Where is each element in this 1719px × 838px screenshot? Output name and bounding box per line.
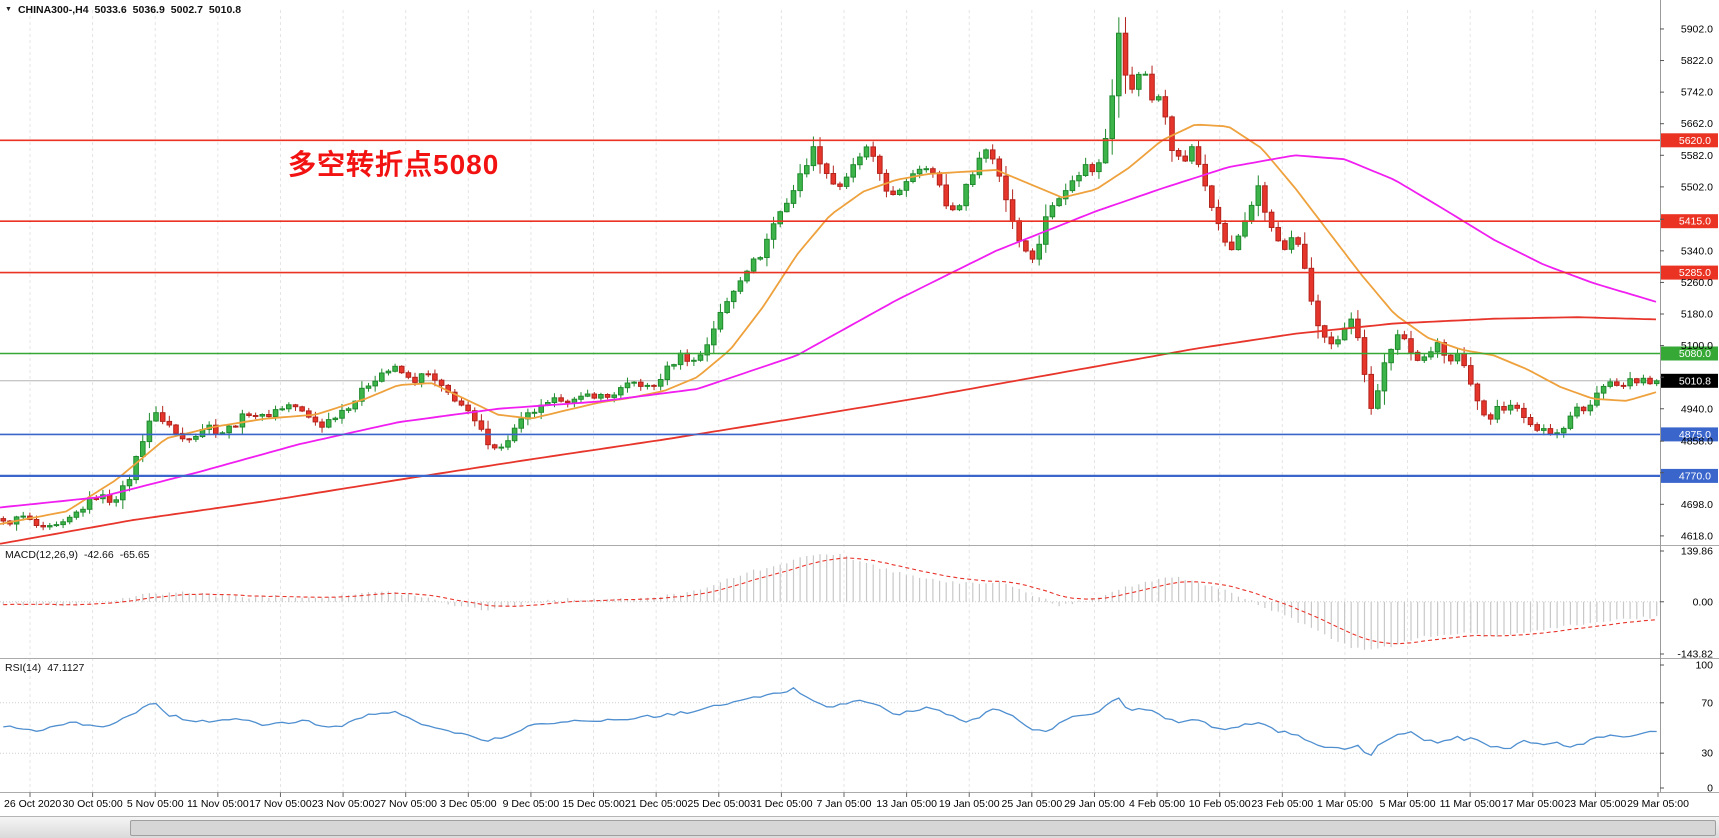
svg-text:5822.0: 5822.0 xyxy=(1681,55,1713,67)
macd-main-value: -42.66 xyxy=(83,549,114,561)
macd-indicator-label: MACD(12,26,9) -42.66 -65.65 xyxy=(5,549,150,561)
ma-slow-line[interactable] xyxy=(0,316,1657,545)
svg-text:23 Feb 05:00: 23 Feb 05:00 xyxy=(1251,798,1313,810)
price-axis[interactable]: 5620.0 5415.0 5285.0 5080.0 4875.0 4770.0 5010… xyxy=(1660,23,1718,795)
svg-text:-143.82: -143.82 xyxy=(1677,649,1713,661)
svg-text:5100.0: 5100.0 xyxy=(1681,340,1713,352)
svg-text:4698.0: 4698.0 xyxy=(1681,499,1713,511)
svg-text:4770.0: 4770.0 xyxy=(1679,470,1711,482)
svg-text:17 Nov 05:00: 17 Nov 05:00 xyxy=(249,798,312,810)
svg-text:70: 70 xyxy=(1701,697,1713,709)
svg-text:0.00: 0.00 xyxy=(1693,596,1714,608)
svg-text:29 Jan 05:00: 29 Jan 05:00 xyxy=(1064,798,1125,810)
svg-text:5 Mar 05:00: 5 Mar 05:00 xyxy=(1380,798,1436,810)
svg-text:5620.0: 5620.0 xyxy=(1679,135,1711,147)
price-label-5010.8: 5010.8 xyxy=(1661,373,1718,388)
svg-text:11 Mar 05:00: 11 Mar 05:00 xyxy=(1440,798,1501,810)
symbol-dropdown-icon[interactable]: ▼ xyxy=(5,5,12,13)
ma-fast-line[interactable] xyxy=(0,123,1657,525)
price-label-5620.0: 5620.0 xyxy=(1661,133,1718,148)
annotation-text[interactable]: 多空转折点5080 xyxy=(288,149,500,180)
svg-text:25 Dec 05:00: 25 Dec 05:00 xyxy=(688,798,751,810)
svg-text:5742.0: 5742.0 xyxy=(1681,87,1713,99)
macd-signal-value: -65.65 xyxy=(119,549,150,561)
svg-text:4858.0: 4858.0 xyxy=(1681,436,1713,448)
svg-text:5180.0: 5180.0 xyxy=(1681,309,1713,321)
macd-label-name: MACD(12,26,9) xyxy=(5,549,78,561)
svg-text:5415.0: 5415.0 xyxy=(1679,216,1711,228)
svg-text:4 Feb 05:00: 4 Feb 05:00 xyxy=(1129,798,1185,810)
svg-text:7 Jan 05:00: 7 Jan 05:00 xyxy=(817,798,872,810)
macd-signal-line xyxy=(3,557,1657,645)
svg-text:27 Nov 05:00: 27 Nov 05:00 xyxy=(374,798,437,810)
candlestick-series xyxy=(0,17,1660,531)
price-label-5080.0: 5080.0 xyxy=(1661,346,1718,361)
svg-text:5502.0: 5502.0 xyxy=(1681,181,1713,193)
svg-text:4940.0: 4940.0 xyxy=(1681,403,1713,415)
symbol-name: CHINA300-,H4 xyxy=(17,4,89,16)
ohlc-close: 5010.8 xyxy=(208,4,242,16)
svg-text:15 Dec 05:00: 15 Dec 05:00 xyxy=(562,798,625,810)
svg-text:31 Dec 05:00: 31 Dec 05:00 xyxy=(750,798,813,810)
ohlc-low: 5002.7 xyxy=(170,4,203,16)
svg-text:4875.0: 4875.0 xyxy=(1679,429,1711,441)
svg-text:30: 30 xyxy=(1701,748,1713,760)
svg-text:5 Nov 05:00: 5 Nov 05:00 xyxy=(127,798,184,810)
rsi-indicator-label: RSI(14) 47.1127 xyxy=(5,662,84,674)
svg-text:3 Dec 05:00: 3 Dec 05:00 xyxy=(440,798,497,810)
price-label-5285.0: 5285.0 xyxy=(1661,265,1718,280)
svg-text:10 Feb 05:00: 10 Feb 05:00 xyxy=(1189,798,1251,810)
svg-text:29 Mar 05:00: 29 Mar 05:00 xyxy=(1627,798,1689,810)
svg-text:23 Mar 05:00: 23 Mar 05:00 xyxy=(1564,798,1626,810)
price-label-4875.0: 4875.0 xyxy=(1661,427,1718,442)
rsi-value: 47.1127 xyxy=(47,662,85,674)
svg-text:1 Mar 05:00: 1 Mar 05:00 xyxy=(1317,798,1373,810)
price-label-5415.0: 5415.0 xyxy=(1661,214,1718,229)
svg-text:26 Oct 2020: 26 Oct 2020 xyxy=(4,798,61,810)
svg-text:5662.0: 5662.0 xyxy=(1681,118,1713,130)
svg-text:139.86: 139.86 xyxy=(1681,546,1713,558)
svg-text:17 Mar 05:00: 17 Mar 05:00 xyxy=(1502,798,1564,810)
ohlc-high: 5036.9 xyxy=(132,4,165,16)
time-axis[interactable]: 26 Oct 2020 30 Oct 05:00 5 Nov 05:00 11 Nov… xyxy=(4,792,1689,811)
svg-text:23 Nov 05:00: 23 Nov 05:00 xyxy=(312,798,375,810)
svg-text:5260.0: 5260.0 xyxy=(1681,277,1713,289)
ma-mid-line[interactable] xyxy=(0,154,1657,509)
grid-vertical-lines xyxy=(29,10,1596,792)
svg-text:100: 100 xyxy=(1695,660,1713,672)
svg-text:0: 0 xyxy=(1707,783,1713,795)
svg-text:21 Dec 05:00: 21 Dec 05:00 xyxy=(625,798,688,810)
svg-text:11 Nov 05:00: 11 Nov 05:00 xyxy=(187,798,249,810)
price-label-4770.0: 4770.0 xyxy=(1661,468,1718,483)
scrollbar-thumb[interactable] xyxy=(130,820,1716,836)
rsi-label-name: RSI(14) xyxy=(5,662,42,674)
macd-histogram xyxy=(2,553,1658,650)
svg-text:9 Dec 05:00: 9 Dec 05:00 xyxy=(503,798,560,810)
svg-text:5902.0: 5902.0 xyxy=(1681,23,1713,35)
ohlc-open: 5033.6 xyxy=(94,4,127,16)
svg-text:5582.0: 5582.0 xyxy=(1681,150,1713,162)
svg-text:5010.8: 5010.8 xyxy=(1679,375,1711,387)
svg-text:5080.0: 5080.0 xyxy=(1679,348,1711,360)
svg-text:5285.0: 5285.0 xyxy=(1679,267,1711,279)
horizontal-scrollbar[interactable] xyxy=(0,816,1719,838)
svg-text:4618.0: 4618.0 xyxy=(1681,530,1713,542)
svg-text:25 Jan 05:00: 25 Jan 05:00 xyxy=(1001,798,1062,810)
svg-text:5340.0: 5340.0 xyxy=(1681,245,1713,257)
rsi-line xyxy=(3,686,1657,756)
svg-text:19 Jan 05:00: 19 Jan 05:00 xyxy=(939,798,1000,810)
svg-text:30 Oct 05:00: 30 Oct 05:00 xyxy=(63,798,123,810)
svg-text:13 Jan 05:00: 13 Jan 05:00 xyxy=(876,798,937,810)
symbol-ohlc-readout: ▼ CHINA300-,H4 5033.6 5036.9 5002.7 5010… xyxy=(5,4,241,16)
